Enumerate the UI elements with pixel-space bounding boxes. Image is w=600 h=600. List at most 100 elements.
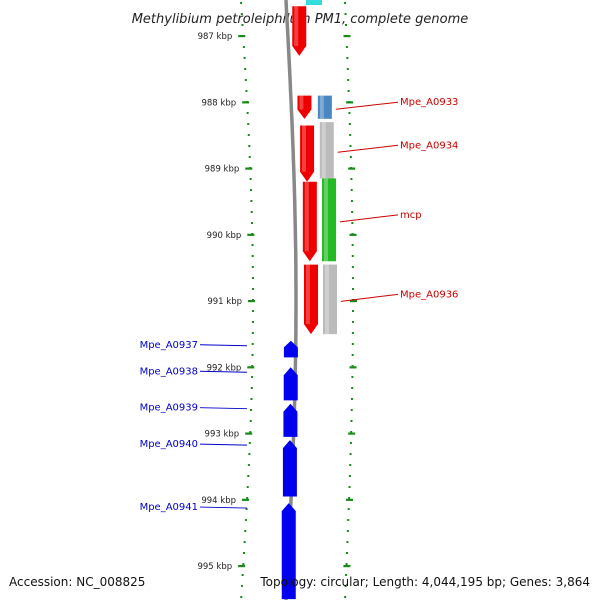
minor-tick-left [244,519,247,521]
minor-tick-right [347,508,350,510]
minor-tick-right [344,585,347,587]
genome-info-text: Topology: circular; Length: 4,044,195 bp… [260,575,590,589]
label-leader [337,144,399,153]
minor-tick-right [349,464,352,466]
label-leader [199,407,248,410]
gene-label[interactable]: Mpe_A0939 [140,403,198,414]
minor-tick-left [250,398,253,400]
minor-tick-right [346,530,349,532]
minor-tick-left [251,266,254,268]
major-tick-right [349,300,357,303]
tick-label: 989 kbp [205,165,240,175]
minor-tick-right [348,123,351,125]
cds-feature-shine [321,122,326,179]
minor-tick-left [251,376,254,378]
minor-tick-right [345,563,348,565]
gene-label[interactable]: Mpe_A0933 [400,97,458,108]
minor-tick-left [251,321,254,323]
gene-label[interactable]: Mpe_A0934 [400,140,458,151]
minor-tick-left [243,57,246,59]
tick-label: 995 kbp [197,562,232,572]
forward-gene-arrow[interactable] [303,264,318,335]
tick-label: 991 kbp [207,297,242,307]
reverse-gene-arrow[interactable] [283,403,298,437]
minor-tick-right [350,420,353,422]
minor-tick-right [349,145,352,147]
major-tick-right [343,35,351,38]
reverse-gene-arrow[interactable] [283,367,298,401]
reverse-gene-arrow[interactable] [282,440,297,497]
minor-tick-right [350,200,353,202]
tick-label: 987 kbp [198,32,233,42]
label-leader [199,344,248,347]
forward-gene-arrow-shine [304,181,309,252]
forward-gene-arrow-shine [294,6,299,46]
minor-tick-left [247,123,250,125]
cyan-feature[interactable] [306,0,322,5]
minor-tick-right [349,453,352,455]
minor-tick-left [241,24,244,26]
forward-gene-arrow[interactable] [297,95,312,119]
gene-label[interactable]: Mpe_A0936 [400,289,458,300]
kbp-ruler: 987 kbp 988 kbp 989 kbp 990 kbp 991 kbp 992 k… [197,2,357,598]
reverse-gene-arrow[interactable] [281,503,296,600]
major-tick-right [348,432,356,435]
minor-tick-right [351,211,354,213]
major-tick-right [349,233,357,236]
minor-tick-right [345,552,348,554]
minor-tick-right [346,541,349,543]
major-tick-right [346,101,354,104]
forward-gene-arrow[interactable] [302,181,317,262]
major-tick [238,35,246,38]
minor-tick-right [349,134,352,136]
gene-label[interactable]: Mpe_A0940 [140,439,198,450]
minor-tick-right [351,376,354,378]
gene-label[interactable]: Mpe_A0938 [140,366,198,377]
major-tick [245,432,253,435]
gene-label[interactable]: mcp [400,210,422,221]
cds-feature[interactable] [317,95,332,119]
major-tick [242,101,250,104]
minor-tick-right [351,244,354,246]
minor-tick-left [245,90,248,92]
minor-tick-right [348,497,351,499]
minor-tick-right [350,178,353,180]
gene-label[interactable]: Mpe_A0941 [140,502,198,513]
minor-tick-left [243,541,246,543]
minor-tick-left [248,145,251,147]
label-leader [339,214,399,223]
major-tick [247,233,255,236]
minor-tick-left [242,563,245,565]
cds-feature[interactable] [322,264,337,335]
minor-tick-right [348,112,351,114]
major-tick [242,498,250,501]
cds-feature-shine [324,264,329,335]
minor-tick-left [241,574,244,576]
minor-tick-right [344,596,347,598]
minor-tick-right [345,46,348,48]
tick-label: 990 kbp [207,231,242,241]
gene-label[interactable]: Mpe_A0937 [140,340,198,351]
minor-tick-right [345,574,348,576]
minor-tick-left [246,112,249,114]
tick-label: 992 kbp [207,363,242,373]
minor-tick-left [251,354,254,356]
cds-feature-shine [319,95,324,119]
minor-tick-right [351,321,354,323]
minor-tick-left [246,486,249,488]
minor-tick-left [244,530,247,532]
cds-feature[interactable] [322,178,337,262]
minor-tick-right [348,475,351,477]
minor-tick-right [351,387,354,389]
minor-tick-left [249,420,252,422]
minor-tick-right [351,332,354,334]
forward-gene-arrow[interactable] [300,125,315,182]
minor-tick-left [244,68,247,70]
reverse-gene-arrow[interactable] [283,340,298,358]
minor-tick-right [351,222,354,224]
forward-gene-arrow-shine [305,264,310,325]
cds-feature[interactable] [319,122,334,179]
forward-gene-arrow[interactable] [292,6,307,56]
minor-tick-left [250,387,253,389]
